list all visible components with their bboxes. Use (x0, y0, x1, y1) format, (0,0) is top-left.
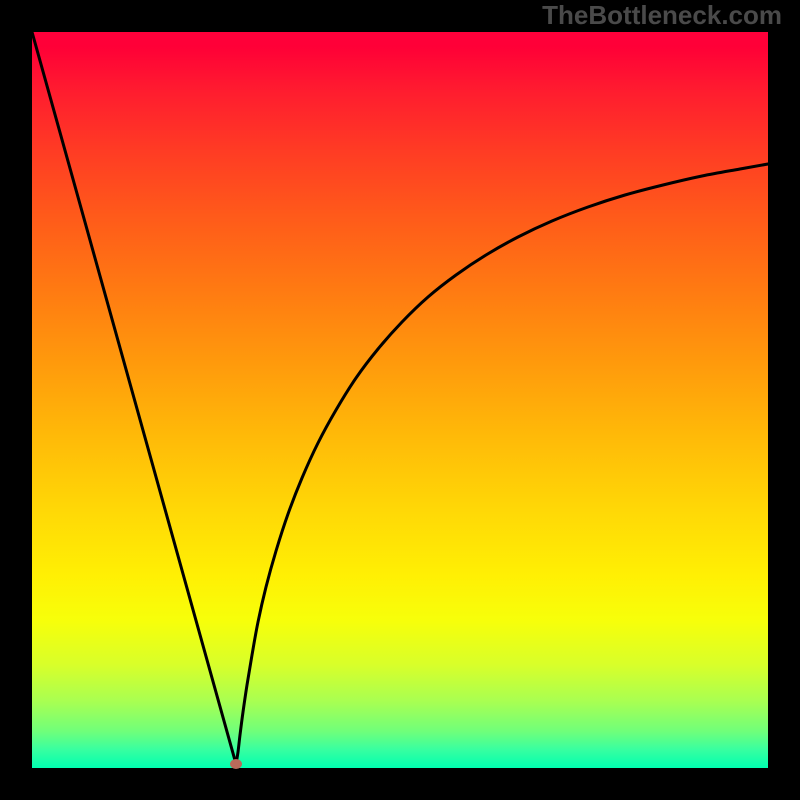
chart-container: TheBottleneck.com (0, 0, 800, 800)
watermark-label: TheBottleneck.com (542, 0, 782, 31)
plot-area (32, 32, 768, 768)
